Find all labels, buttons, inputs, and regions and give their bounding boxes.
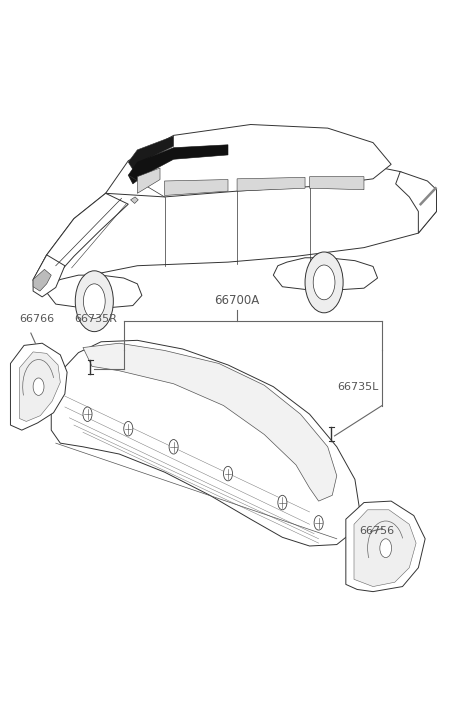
Polygon shape (20, 352, 60, 422)
Polygon shape (33, 193, 128, 291)
Circle shape (75, 270, 113, 332)
Circle shape (123, 422, 132, 436)
Polygon shape (106, 124, 390, 197)
Polygon shape (46, 275, 142, 309)
Text: 66735R: 66735R (74, 313, 116, 324)
Text: 66766: 66766 (20, 313, 55, 324)
Circle shape (313, 515, 323, 530)
Polygon shape (10, 343, 67, 430)
Circle shape (223, 466, 232, 481)
Circle shape (83, 284, 105, 318)
Circle shape (169, 440, 178, 454)
Polygon shape (237, 177, 304, 191)
Circle shape (33, 378, 44, 395)
Text: 66756: 66756 (359, 526, 394, 536)
Polygon shape (164, 180, 228, 196)
Polygon shape (33, 269, 51, 291)
Circle shape (313, 265, 334, 300)
Polygon shape (395, 172, 435, 233)
Text: 66700A: 66700A (214, 294, 259, 307)
Polygon shape (128, 145, 228, 184)
Text: 66735L: 66735L (336, 382, 377, 392)
Polygon shape (33, 153, 435, 291)
Polygon shape (83, 343, 336, 501)
Polygon shape (128, 136, 173, 169)
Circle shape (83, 407, 92, 422)
Polygon shape (353, 510, 415, 587)
Polygon shape (345, 501, 424, 592)
Polygon shape (130, 197, 138, 204)
Polygon shape (51, 340, 359, 546)
Polygon shape (273, 258, 377, 291)
Circle shape (304, 252, 342, 313)
Polygon shape (309, 177, 363, 190)
Polygon shape (137, 168, 160, 193)
Circle shape (277, 495, 286, 510)
Circle shape (379, 539, 391, 558)
Polygon shape (33, 255, 65, 297)
